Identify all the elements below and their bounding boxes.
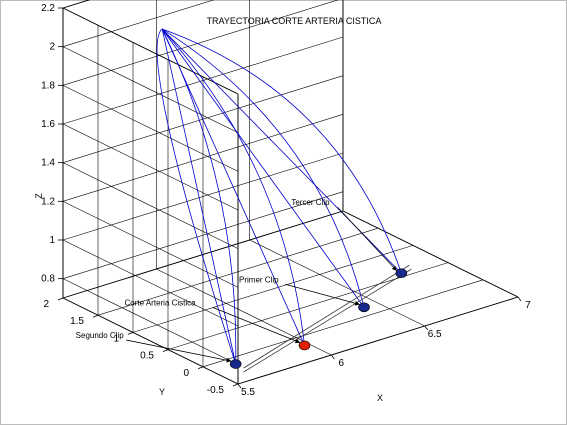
- x-axis-label: X: [377, 393, 383, 403]
- x-tick-mark: [237, 383, 242, 389]
- gridline-x: [249, 239, 425, 327]
- z-tick-label: 2.2: [41, 3, 55, 14]
- trajectory-curve: [161, 28, 365, 308]
- box-edge: [62, 210, 344, 299]
- trajectory-line: [161, 28, 305, 346]
- floor-line: [243, 268, 412, 373]
- y-tick-mark: [127, 332, 134, 335]
- annotation-arrow: [285, 283, 360, 306]
- trajectory-line: [161, 28, 365, 308]
- markers: [229, 268, 408, 369]
- floor-line: [243, 264, 410, 369]
- x-tick-label: 7: [525, 300, 531, 311]
- box-edge: [62, 297, 239, 385]
- y-tick-mark: [197, 366, 204, 370]
- y-tick-label: 0.5: [140, 351, 154, 362]
- y-axis-label: Y: [159, 387, 165, 397]
- gridline-z: [62, 201, 239, 288]
- trajectory-curve: [156, 28, 237, 365]
- gridline-z: [62, 0, 339, 86]
- data-point-marker: [298, 340, 311, 351]
- x-tick-mark: [517, 296, 522, 302]
- x-tick-label: 6: [339, 358, 345, 369]
- z-tick-label: 0.8: [41, 274, 55, 285]
- gridline-z: [62, 46, 239, 133]
- z-tick-label: 1.2: [41, 196, 55, 207]
- y-tick-label: 0: [183, 368, 189, 379]
- box-edge: [62, 7, 239, 95]
- trajectory-curve: [162, 28, 402, 274]
- gridline-y: [202, 279, 484, 368]
- annotation-arrow: [125, 339, 232, 363]
- trajectory-line: [161, 28, 237, 365]
- trajectory-curve: [161, 28, 305, 346]
- annotation-label: Primer Clip: [239, 275, 279, 284]
- gridline-z: [62, 0, 215, 47]
- z-tick-label: 1.8: [41, 80, 55, 91]
- y-tick-mark: [232, 383, 239, 387]
- z-tick-label: 1: [49, 235, 55, 246]
- annotation-arrow: [212, 307, 301, 344]
- annotation-arrow: [337, 206, 397, 271]
- annotation-label: Corte Arteria Cistica: [125, 298, 197, 307]
- box-edge: [237, 296, 519, 385]
- y-tick-label: 2: [43, 299, 49, 310]
- y-tick-mark: [92, 314, 99, 318]
- tick-labels: 5.5 6 6.5 7 -0.5 0 0.5 1 1.5 2 0.8 1 1.2 1.4 1.6 1.8 2 2.…: [41, 3, 531, 398]
- y-tick-mark: [57, 297, 64, 301]
- y-tick-label: 1.5: [70, 316, 84, 327]
- box-edge: [342, 210, 519, 298]
- data-point-marker: [358, 302, 370, 313]
- gridline-z: [62, 123, 239, 211]
- z-axis-label: Z: [34, 193, 44, 199]
- z-tick-label: 2: [49, 42, 55, 53]
- annotation-label: Tercer Clip: [291, 198, 330, 207]
- x-tick-label: 5.5: [241, 387, 255, 398]
- y-tick-label: 1: [113, 333, 119, 344]
- chart-title: TRAYECTORIA CORTE ARTERIA CISTICA: [207, 16, 382, 26]
- gridline-z: [62, 85, 239, 172]
- gridline-z: [62, 162, 239, 249]
- x-tick-mark: [331, 354, 335, 360]
- x-tick-label: 6.5: [428, 329, 442, 340]
- axes-box: [62, 0, 519, 385]
- annotations: Segundo Clip Corte Arteria Cistica Primer …: [76, 198, 397, 363]
- annotation-label: Segundo Clip: [76, 331, 125, 340]
- data-point-marker: [229, 359, 242, 369]
- y-tick-label: -0.5: [207, 385, 225, 396]
- x-tick-mark: [424, 325, 428, 331]
- gridline-z: [62, 239, 239, 327]
- data-point-marker: [395, 268, 408, 279]
- z-tick-label: 1.6: [41, 119, 55, 130]
- z-tick-label: 1.4: [41, 158, 55, 169]
- gridline-z: [62, 278, 239, 365]
- y-tick-mark: [162, 349, 169, 352]
- gridline-y: [132, 245, 414, 333]
